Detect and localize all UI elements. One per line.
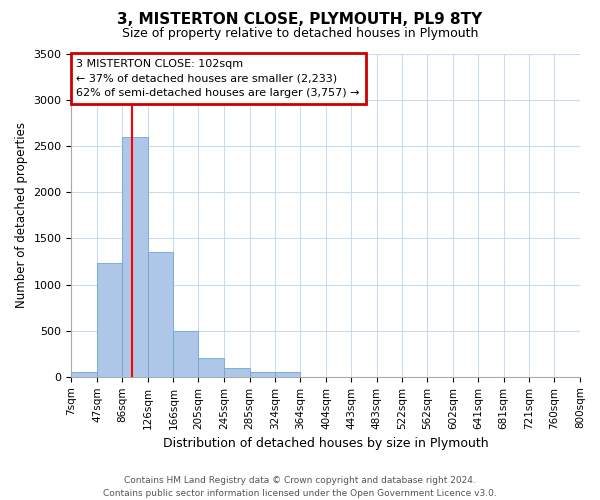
Bar [250,372,275,377]
Text: 3, MISTERTON CLOSE, PLYMOUTH, PL9 8TY: 3, MISTERTON CLOSE, PLYMOUTH, PL9 8TY [118,12,482,28]
Bar [173,330,199,377]
X-axis label: Distribution of detached houses by size in Plymouth: Distribution of detached houses by size … [163,437,488,450]
Y-axis label: Number of detached properties: Number of detached properties [15,122,28,308]
Bar [97,264,122,377]
Bar [71,372,97,377]
Bar [224,368,250,377]
Bar [122,137,148,377]
Text: Contains HM Land Registry data © Crown copyright and database right 2024.
Contai: Contains HM Land Registry data © Crown c… [103,476,497,498]
Bar [199,358,224,377]
Text: 3 MISTERTON CLOSE: 102sqm
← 37% of detached houses are smaller (2,233)
62% of se: 3 MISTERTON CLOSE: 102sqm ← 37% of detac… [76,59,360,98]
Text: Size of property relative to detached houses in Plymouth: Size of property relative to detached ho… [122,28,478,40]
Bar [275,372,301,377]
Bar [148,252,173,377]
